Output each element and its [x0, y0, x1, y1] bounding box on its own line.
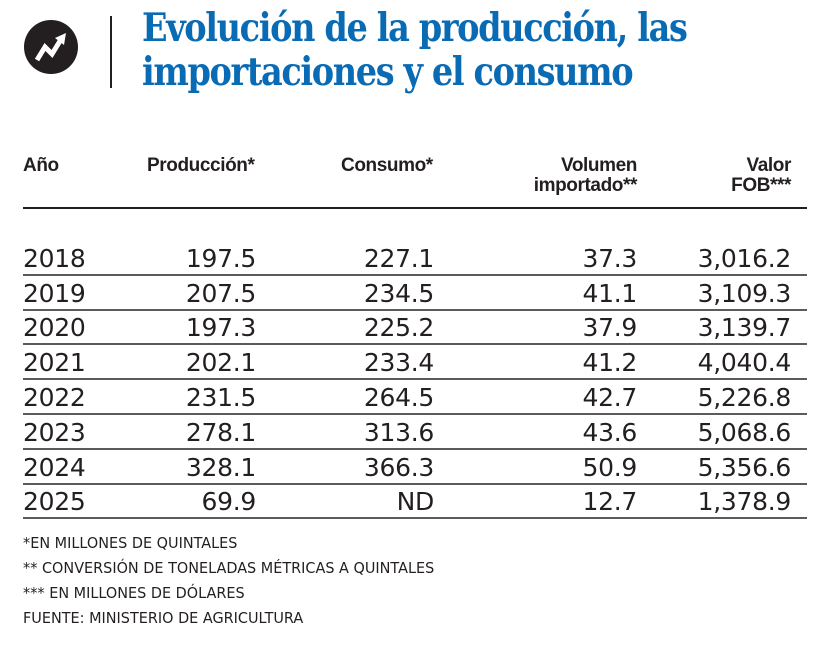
column-header-label: Año — [23, 155, 59, 176]
table-row: 2023 278.1 313.6 43.6 5,068.6 — [23, 415, 807, 450]
cell-valor: 3,139.7 — [697, 313, 792, 343]
cell-valor: 1,378.9 — [697, 487, 792, 517]
cell-consumo: 233.4 — [363, 348, 434, 378]
cell-anio: 2021 — [23, 348, 86, 378]
cell-volumen: 42.7 — [582, 382, 638, 412]
data-table: Año Producción* Consumo* Volumen importa… — [23, 150, 807, 520]
cell-anio: 2022 — [23, 382, 86, 412]
footnote-units-quintales: *EN MILLONES DE QUINTALES — [23, 534, 238, 552]
cell-produccion: 278.1 — [185, 417, 256, 447]
table-header: Año Producción* Consumo* Volumen importa… — [23, 150, 807, 209]
footnote-units-dollars: *** EN MILLONES DE DÓLARES — [23, 584, 245, 602]
column-header-volumen: Volumen importado** — [533, 155, 638, 196]
column-header-label: Producción* — [147, 155, 255, 176]
cell-consumo: 234.5 — [363, 278, 434, 308]
cell-volumen: 41.2 — [582, 348, 638, 378]
cell-anio: 2025 — [23, 487, 86, 517]
cell-anio: 2018 — [23, 243, 86, 273]
table-row: 2018 197.5 227.1 37.3 3,016.2 — [23, 241, 807, 276]
cell-consumo: 227.1 — [363, 243, 434, 273]
cell-produccion: 202.1 — [185, 348, 256, 378]
cell-valor: 5,226.8 — [697, 382, 792, 412]
column-header-anio: Año — [23, 156, 59, 176]
column-header-label: importado** — [533, 175, 638, 196]
cell-consumo: ND — [396, 487, 435, 517]
page-title: Evolución de la producción, las importac… — [142, 6, 735, 94]
cell-anio: 2024 — [23, 452, 86, 482]
table-body: 2018 197.5 227.1 37.3 3,016.2 2019 207.5… — [23, 241, 807, 520]
trending-up-arrow-icon — [24, 20, 78, 74]
cell-produccion: 207.5 — [185, 278, 256, 308]
cell-produccion: 197.3 — [185, 313, 256, 343]
cell-consumo: 313.6 — [363, 417, 434, 447]
cell-valor: 5,356.6 — [697, 452, 792, 482]
cell-volumen: 12.7 — [582, 487, 638, 517]
cell-volumen: 43.6 — [582, 417, 638, 447]
cell-valor: 4,040.4 — [697, 348, 792, 378]
footnote-conversion: ** CONVERSIÓN DE TONELADAS MÉTRICAS A QU… — [23, 559, 435, 577]
table-row: 2020 197.3 225.2 37.9 3,139.7 — [23, 311, 807, 346]
column-header-label: Volumen — [560, 155, 637, 176]
column-header-valor: Valor FOB*** — [731, 156, 791, 196]
cell-valor: 5,068.6 — [697, 417, 792, 447]
trending-up-arrow-glyph — [34, 33, 66, 62]
header: Evolución de la producción, las importac… — [0, 0, 838, 110]
header-divider — [110, 16, 112, 88]
cell-volumen: 41.1 — [582, 278, 638, 308]
cell-produccion: 231.5 — [185, 382, 256, 412]
cell-produccion: 197.5 — [185, 243, 256, 273]
title-line-1: Evolución de la producción, las — [142, 5, 688, 51]
cell-valor: 3,016.2 — [697, 243, 792, 273]
table-row: 2021 202.1 233.4 41.2 4,040.4 — [23, 345, 807, 381]
cell-anio: 2020 — [23, 313, 86, 343]
cell-valor: 3,109.3 — [697, 278, 792, 308]
cell-volumen: 37.9 — [582, 313, 638, 343]
column-header-produccion: Producción* — [147, 156, 255, 176]
table-row: 2019 207.5 234.5 41.1 3,109.3 — [23, 276, 807, 311]
cell-volumen: 37.3 — [582, 243, 638, 273]
source-credit: FUENTE: MINISTERIO DE AGRICULTURA — [23, 609, 304, 627]
cell-consumo: 366.3 — [363, 452, 434, 482]
title-line-2: importaciones y el consumo — [142, 49, 634, 95]
table-row: 2022 231.5 264.5 42.7 5,226.8 — [23, 380, 807, 415]
column-header-label: Valor — [746, 155, 792, 176]
cell-anio: 2019 — [23, 278, 86, 308]
cell-volumen: 50.9 — [582, 452, 638, 482]
cell-produccion: 69.9 — [201, 487, 257, 517]
column-header-label: FOB*** — [731, 175, 791, 196]
table-row: 2024 328.1 366.3 50.9 5,356.6 — [23, 450, 807, 485]
cell-anio: 2023 — [23, 417, 86, 447]
cell-produccion: 328.1 — [185, 452, 256, 482]
table-row: 2025 69.9 ND 12.7 1,378.9 — [23, 485, 807, 520]
column-header-label: Consumo* — [341, 155, 433, 176]
cell-consumo: 225.2 — [363, 313, 434, 343]
cell-consumo: 264.5 — [363, 382, 434, 412]
footnotes: *EN MILLONES DE QUINTALES ** CONVERSIÓN … — [23, 531, 813, 631]
column-header-consumo: Consumo* — [341, 156, 433, 176]
